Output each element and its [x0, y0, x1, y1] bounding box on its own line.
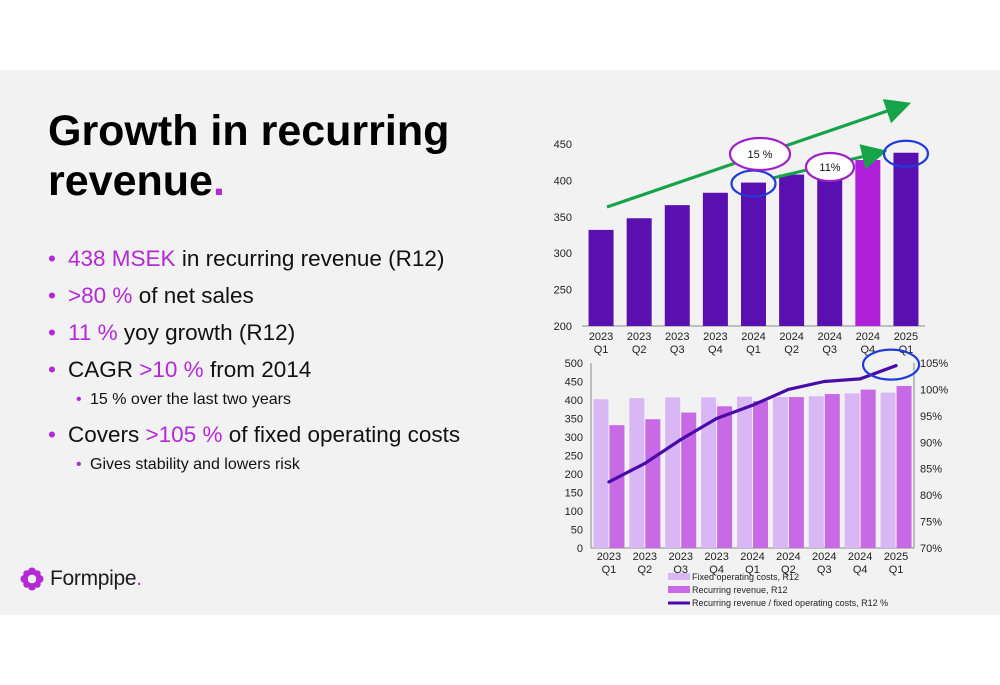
formpipe-logo: Formpipe. [20, 567, 142, 591]
logo-dot: . [136, 567, 142, 590]
bullet-covers-costs: Covers >105 % of fixed operating costs [48, 422, 460, 448]
title-line-2: revenue [48, 157, 213, 205]
sub-bullet-stability: Gives stability and lowers risk [48, 455, 460, 475]
bullet-list: 438 MSEK in recurring revenue (R12) >80 … [48, 246, 460, 487]
bullet-yoy-growth: 11 % yoy growth (R12) [48, 320, 460, 346]
title-dot: . [212, 157, 225, 205]
formpipe-flower-icon [20, 567, 44, 591]
bullet-cagr: CAGR >10 % from 2014 [48, 357, 460, 383]
logo-wordmark: Formpipe [50, 567, 137, 590]
bullet-net-sales: >80 % of net sales [48, 283, 460, 309]
sub-bullet-two-years: 15 % over the last two years [48, 390, 460, 410]
bullet-recurring-revenue: 438 MSEK in recurring revenue (R12) [48, 246, 460, 272]
page-title: Growth in recurring revenue. [48, 106, 449, 206]
title-line-1: Growth in recurring [48, 107, 450, 155]
